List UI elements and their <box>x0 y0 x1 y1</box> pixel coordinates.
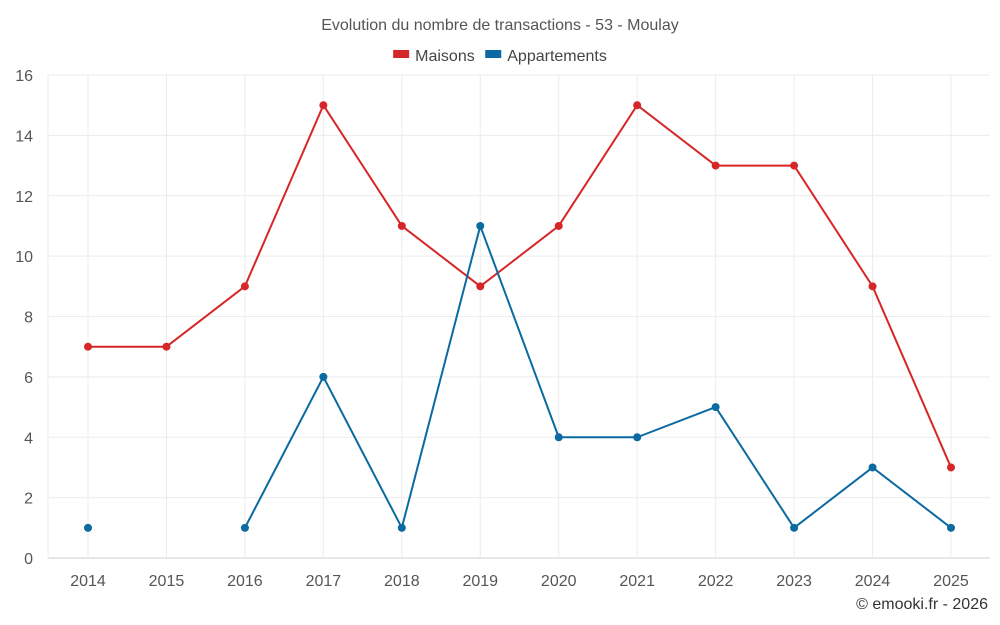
data-point[interactable] <box>240 282 249 291</box>
y-tick-label: 8 <box>24 310 33 327</box>
data-point[interactable] <box>162 342 171 351</box>
data-point[interactable] <box>790 523 799 532</box>
y-tick-label: 4 <box>24 430 33 447</box>
data-point[interactable] <box>711 403 720 412</box>
data-point[interactable] <box>84 342 92 351</box>
data-point[interactable] <box>319 372 328 381</box>
y-tick-label: 2 <box>24 491 33 508</box>
y-tick-label: 16 <box>15 68 33 85</box>
series-line <box>88 104 952 468</box>
x-tick-label: 2017 <box>306 573 342 590</box>
x-tick-label: 2023 <box>776 573 812 590</box>
y-tick-label: 14 <box>15 128 33 145</box>
x-tick-label: 2022 <box>698 573 734 590</box>
y-tick-label: 0 <box>24 551 33 568</box>
legend-item-appartements[interactable]: Appartements <box>485 48 607 65</box>
legend-label: Appartements <box>507 48 607 65</box>
x-tick-label: 2024 <box>855 573 891 590</box>
data-point[interactable] <box>790 161 799 170</box>
data-point[interactable] <box>319 101 328 110</box>
data-point[interactable] <box>240 523 249 532</box>
data-point[interactable] <box>397 221 406 230</box>
legend-swatch <box>393 50 410 58</box>
data-point[interactable] <box>476 221 485 230</box>
series-appartements <box>84 221 955 532</box>
data-point[interactable] <box>947 523 955 532</box>
legend: Maisons Appartements <box>393 48 607 65</box>
x-tick-label: 2018 <box>384 573 420 590</box>
data-point[interactable] <box>554 433 563 442</box>
data-point[interactable] <box>633 101 642 110</box>
x-tick-label: 2015 <box>149 573 185 590</box>
legend-swatch <box>485 50 502 58</box>
chart-title: Evolution du nombre de transactions - 53… <box>321 17 679 34</box>
data-point[interactable] <box>84 523 92 532</box>
series-line <box>244 224 952 529</box>
y-tick-label: 6 <box>24 370 33 387</box>
data-point[interactable] <box>947 463 955 472</box>
x-tick-label: 2019 <box>462 573 498 590</box>
x-tick-label: 2016 <box>227 573 263 590</box>
y-tick-label: 10 <box>15 249 33 266</box>
legend-label: Maisons <box>415 48 475 65</box>
x-tick-label: 2014 <box>70 573 106 590</box>
data-point[interactable] <box>476 282 485 291</box>
data-point[interactable] <box>397 523 406 532</box>
y-axis: 0 2 4 6 8 10 12 14 16 <box>15 68 33 568</box>
x-tick-label: 2025 <box>933 573 969 590</box>
legend-item-maisons[interactable]: Maisons <box>393 48 475 65</box>
series-layer <box>84 101 955 532</box>
data-point[interactable] <box>868 463 877 472</box>
x-tick-label: 2020 <box>541 573 577 590</box>
y-tick-label: 12 <box>15 189 33 206</box>
x-tick-label: 2021 <box>619 573 655 590</box>
data-point[interactable] <box>711 161 720 170</box>
x-axis: 2014 2015 2016 2017 2018 2019 2020 2021 2022 2023… <box>70 573 969 590</box>
data-point[interactable] <box>633 433 642 442</box>
credit-text: © emooki.fr - 2026 <box>856 596 988 613</box>
data-point[interactable] <box>554 221 563 230</box>
data-point[interactable] <box>868 282 877 291</box>
series-maisons <box>84 101 955 472</box>
